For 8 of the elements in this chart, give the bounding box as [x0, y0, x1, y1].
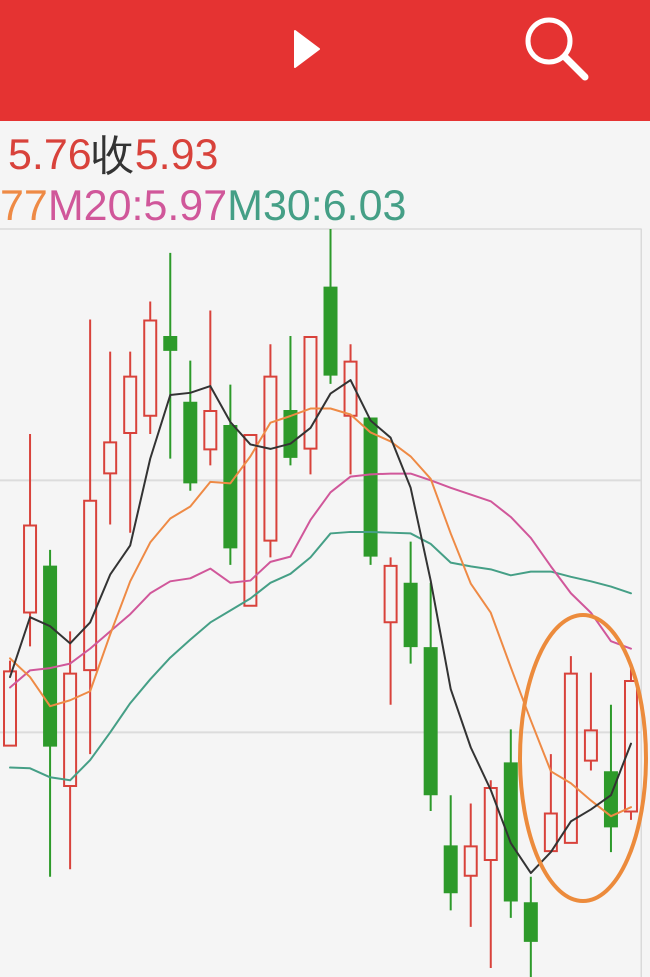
text: 5.76	[8, 131, 92, 179]
text: 5.93	[134, 131, 218, 179]
text: M20:5.97	[48, 182, 228, 230]
text: 收	[92, 131, 135, 179]
candlestick	[524, 876, 538, 977]
text: 77	[0, 182, 48, 230]
text: M30:6.03	[227, 182, 406, 230]
candlestick	[163, 252, 178, 459]
